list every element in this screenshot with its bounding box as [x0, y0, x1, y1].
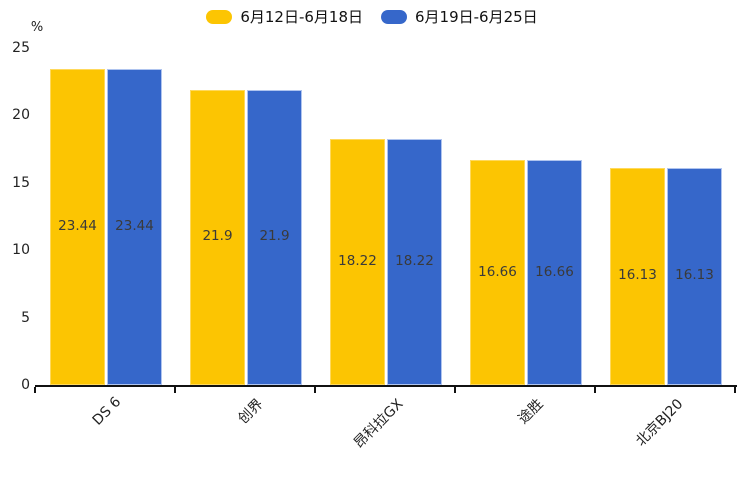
x-category-label-3: 途胜 — [515, 396, 547, 428]
bar-value-label: 16.66 — [478, 263, 517, 280]
y-tick-label: 15 — [12, 174, 30, 191]
bar-value-label: 16.66 — [535, 263, 574, 280]
x-axis-tick-mark — [314, 387, 316, 393]
bar-series1-cat3[interactable] — [527, 160, 582, 385]
bar-value-label: 16.13 — [675, 267, 714, 284]
legend-label: 6月12日-6月18日 — [240, 8, 363, 26]
bar-series1-cat0[interactable] — [107, 69, 162, 385]
y-tick-label: 5 — [21, 309, 30, 326]
legend-swatch-icon — [206, 10, 233, 24]
legend-label: 6月19日-6月25日 — [415, 8, 538, 26]
bar-value-label: 18.22 — [338, 253, 377, 270]
bar-series1-cat4[interactable] — [667, 167, 722, 385]
x-axis-tick-mark — [594, 387, 596, 393]
bar-value-label: 23.44 — [58, 218, 97, 234]
y-axis-unit-label: % — [30, 20, 44, 35]
x-category-label-2: 昂科拉GX — [350, 396, 407, 452]
x-axis-line — [35, 385, 737, 387]
bar-value-label: 21.9 — [259, 228, 290, 245]
y-tick-label: 0 — [21, 377, 30, 393]
legend-item-1[interactable]: 6月19日-6月25日 — [381, 8, 538, 26]
bar-series0-cat1[interactable] — [190, 89, 245, 385]
bar-series0-cat4[interactable] — [610, 167, 665, 385]
bar-value-label: 18.22 — [395, 253, 434, 270]
x-axis-tick-mark — [34, 387, 36, 393]
bar-value-label: 21.9 — [202, 228, 233, 245]
legend-item-0[interactable]: 6月12日-6月18日 — [206, 8, 363, 26]
bar-value-label: 23.44 — [115, 218, 154, 234]
x-axis-tick-mark — [454, 387, 456, 393]
bar-series0-cat0[interactable] — [50, 69, 105, 385]
y-tick-label: 25 — [12, 40, 30, 56]
bar-series1-cat2[interactable] — [387, 139, 442, 385]
y-tick-label: 20 — [12, 107, 30, 124]
y-tick-label: 10 — [12, 242, 30, 259]
bar-series0-cat2[interactable] — [330, 139, 385, 385]
legend-swatch-icon — [381, 10, 407, 24]
x-axis-tick-mark — [734, 387, 736, 393]
x-axis-tick-mark — [174, 387, 176, 393]
x-category-label-4: 北京BJ20 — [633, 396, 687, 450]
bar-series1-cat1[interactable] — [247, 89, 302, 385]
x-category-label-0: DS 6 — [89, 394, 125, 429]
x-category-label-1: 创界 — [235, 396, 267, 428]
bar-series0-cat3[interactable] — [470, 160, 525, 385]
legend: 6月12日-6月18日 6月19日-6月25日 — [0, 8, 744, 26]
bar-value-label: 16.13 — [618, 267, 657, 284]
